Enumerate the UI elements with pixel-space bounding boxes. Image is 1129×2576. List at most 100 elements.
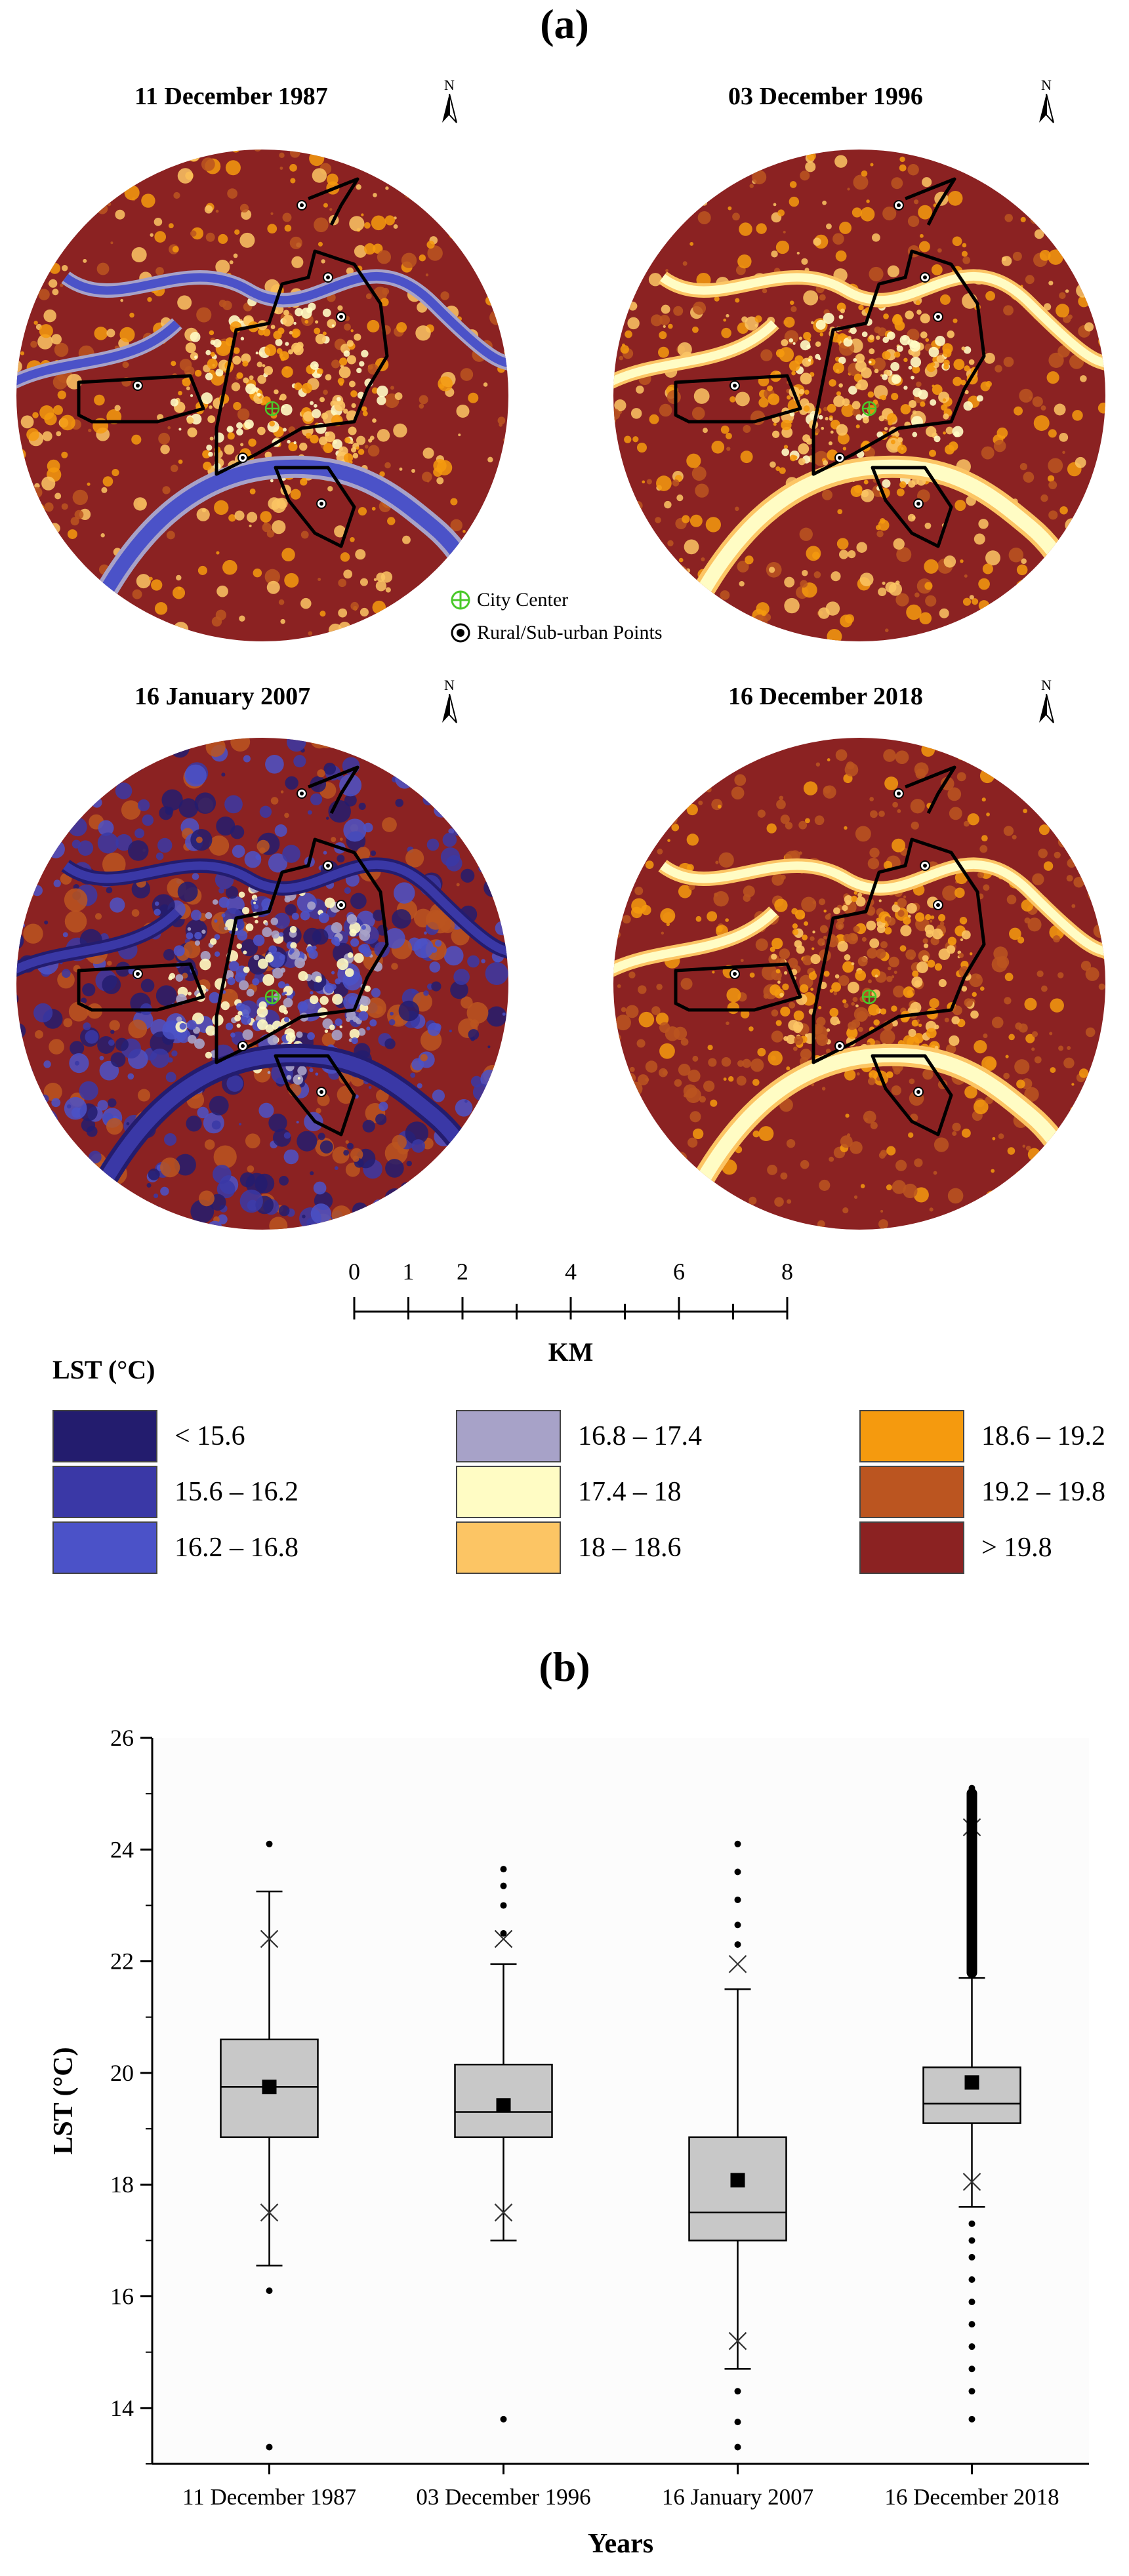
rural-points-label: Rural/Sub-urban Points [477,622,663,643]
x-tick-label: 11 December 1987 [182,2484,356,2510]
y-tick-label: 18 [110,2171,134,2198]
lst-legend-item: 17.4 – 18 [456,1466,682,1518]
outlier-point [500,1902,507,1909]
lst-map-2 [613,150,1105,641]
outlier-point [266,2287,273,2295]
outlier-point [968,2321,975,2328]
scale-tick-label: 6 [673,1258,685,1285]
panel-b-label: (b) [539,1643,590,1690]
lst-legend-item: 16.2 – 16.8 [52,1521,298,1574]
outlier-point [968,2415,975,2423]
x-tick-label: 03 December 1996 [416,2484,590,2510]
lst-legend-item: < 15.6 [52,1410,245,1462]
scale-tick-label: 8 [781,1258,793,1285]
outlier-point [500,1882,507,1889]
p1-marker [962,2173,981,2191]
y-axis-label: LST (°C) [49,2047,79,2154]
y-tick-label: 24 [110,1836,134,1862]
north-arrow-icon: N [1037,677,1056,728]
outlier-point [968,2388,975,2395]
lst-legend-label: 16.8 – 17.4 [578,1421,702,1451]
outlier-point [968,2299,975,2306]
north-arrow-icon: N [1037,77,1056,128]
lst-legend-label: 18.6 – 19.2 [981,1421,1105,1451]
p1-marker [260,2204,279,2222]
lst-legend-swatch [52,1410,157,1462]
lst-legend-swatch [52,1521,157,1574]
lst-legend-swatch [859,1521,964,1574]
lst-legend-title: LST (°C) [52,1355,155,1384]
outlier-point [500,2415,507,2423]
map-title-3: 16 January 2007 [134,683,311,710]
outlier-point [734,1896,741,1903]
p1-marker [494,2204,513,2222]
north-label: N [1041,77,1052,93]
outlier-point [968,2220,975,2227]
north-label: N [444,677,455,693]
y-tick-label: 22 [110,1948,134,1975]
lst-legend-label: 17.4 – 18 [578,1477,682,1507]
outlier-point [734,1941,741,1948]
panel-a-label: (a) [540,1,589,47]
outlier-point [266,2444,273,2451]
map-legend: City Center Rural/Sub-urban Points [449,587,663,647]
mean-marker [496,2098,511,2113]
lst-legend-swatch [456,1410,561,1462]
north-arrow-icon: N [440,677,459,728]
outlier-point [266,1840,273,1847]
lst-legend-item: 15.6 – 16.2 [52,1466,298,1518]
mean-marker [964,2075,979,2090]
scale-tick-label: 2 [457,1258,468,1285]
lst-legend-label: < 15.6 [174,1421,245,1451]
rural-point-icon [451,623,470,643]
y-tick-label: 14 [110,2395,134,2421]
outlier-point [734,2388,741,2395]
legend-rural-points: Rural/Sub-urban Points [449,618,663,647]
north-arrow-icon: N [440,77,459,128]
outlier-point [734,2444,741,2451]
lst-legend-swatch [859,1466,964,1518]
scale-tick-label: 4 [565,1258,577,1285]
lst-legend-item: 18.6 – 19.2 [859,1410,1105,1462]
lst-map-3 [16,738,508,1230]
outlier-point [734,2419,741,2426]
lst-boxplot: 14 16 18 20 22 24 26 LST (°C) Years 11 December 1… [49,1725,1089,2559]
x-tick-label: 16 January 2007 [662,2484,813,2510]
x-axis-label: Years [588,2529,653,2559]
y-tick-label: 16 [110,2284,134,2310]
outlier-point [734,1922,741,1929]
city-center-icon [451,590,470,610]
lst-legend-swatch [456,1521,561,1574]
lst-legend-swatch [456,1466,561,1518]
lst-legend-label: 19.2 – 19.8 [981,1477,1105,1507]
p99-marker [494,1929,513,1948]
lst-map-1 [16,150,508,641]
lst-legend-item: 19.2 – 19.8 [859,1466,1105,1518]
lst-legend-item: > 19.8 [859,1521,1052,1574]
y-tick-label: 20 [110,2060,134,2086]
outlier-band [966,1788,977,1979]
p1-marker [728,2331,747,2350]
outlier-point [734,1840,741,1847]
legend-city-center: City Center [449,587,663,613]
mean-marker [262,2080,277,2095]
lst-legend-label: 16.2 – 16.8 [174,1533,298,1563]
lst-map-4 [613,738,1105,1230]
scale-tick-label: 0 [348,1258,360,1285]
outlier-point [968,2343,975,2350]
box [688,2136,787,2242]
map-title-2: 03 December 1996 [728,83,923,110]
outlier-point [500,1930,507,1937]
p99-marker [728,1955,747,1973]
lst-legend-label: 18 – 18.6 [578,1533,682,1563]
lst-legend-swatch [52,1466,157,1518]
city-center-label: City Center [477,589,569,611]
lst-legend-label: 15.6 – 16.2 [174,1477,298,1507]
lst-legend-swatch [859,1410,964,1462]
outlier-point [968,2276,975,2283]
outlier-point [968,2365,975,2373]
outlier-point [968,2237,975,2244]
outlier-point [500,1866,507,1873]
north-label: N [444,77,455,93]
outlier-point [734,1868,741,1876]
